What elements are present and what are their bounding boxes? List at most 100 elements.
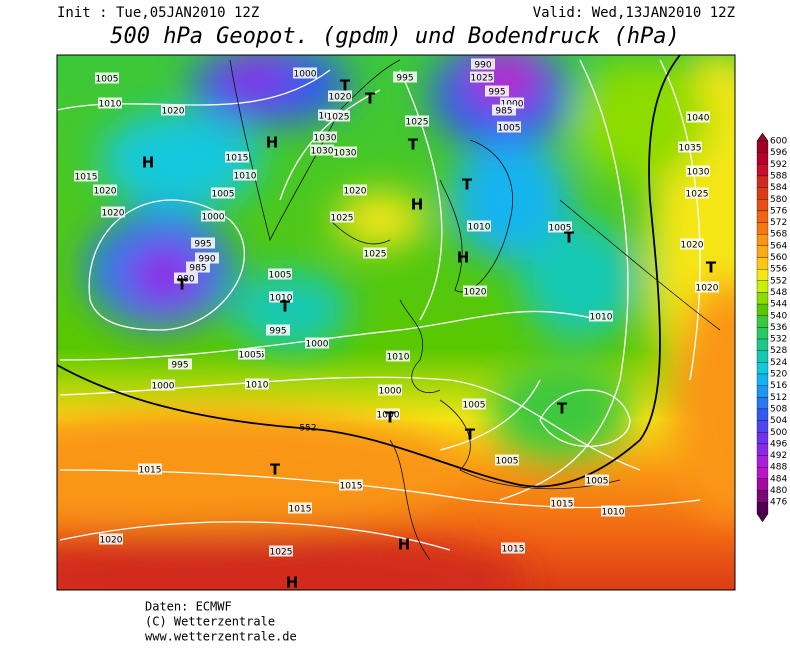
isobar-label-bg bbox=[191, 237, 215, 249]
isobar-label: 1025 bbox=[327, 113, 350, 123]
isobar-label-bg bbox=[95, 72, 119, 84]
pressure-center: T bbox=[408, 136, 419, 154]
isobar-label-bg bbox=[288, 502, 312, 514]
isobar-label: 1005 bbox=[549, 224, 572, 234]
colorbar-level: 496 bbox=[770, 439, 787, 449]
pressure-center: T bbox=[706, 259, 717, 277]
isobar-label: 1000 bbox=[379, 387, 402, 397]
colorbar-swatch bbox=[756, 397, 769, 410]
isobar-label: 1010 bbox=[99, 100, 122, 110]
website: www.wetterzentrale.de bbox=[145, 630, 297, 644]
isobar-label-bg bbox=[585, 474, 609, 486]
isobar-label: 1020 bbox=[464, 288, 487, 298]
isobar-label: 1020 bbox=[696, 284, 719, 294]
isobar-label: 1015 bbox=[226, 154, 249, 164]
isobar-label: 1020 bbox=[344, 187, 367, 197]
isobar-label-bg bbox=[201, 210, 225, 222]
colorbar-swatch bbox=[756, 187, 769, 200]
isobar-label: 1020 bbox=[162, 107, 185, 117]
colorbar-swatch bbox=[756, 385, 769, 398]
colorbar-swatch bbox=[756, 478, 769, 491]
colorbar-level: 568 bbox=[770, 230, 787, 240]
isobar-label: 980 bbox=[177, 275, 194, 285]
colorbar-level: 512 bbox=[770, 393, 787, 403]
isobar-label-bg bbox=[174, 272, 198, 284]
colorbar-swatch bbox=[756, 152, 769, 165]
colorbar-swatch bbox=[756, 362, 769, 375]
colorbar-level: 492 bbox=[770, 451, 787, 461]
pressure-center: T bbox=[270, 461, 281, 479]
colorbar-swatch bbox=[756, 420, 769, 433]
isobar-label: 1000 bbox=[152, 382, 175, 392]
isobar-label: 1015 bbox=[551, 500, 574, 510]
pressure-center: T bbox=[177, 276, 188, 294]
colorbar-level: 564 bbox=[770, 241, 787, 251]
isobar-label-bg bbox=[238, 348, 262, 360]
map-title: 500 hPa Geopot. (gpdm) und Bodendruck (h… bbox=[110, 24, 680, 49]
colorbar-level: 576 bbox=[770, 206, 787, 216]
isobar-label: 1000 bbox=[294, 70, 317, 80]
isobar-label-bg bbox=[266, 324, 290, 336]
colorbar-swatch bbox=[756, 315, 769, 328]
colorbar-swatch bbox=[756, 303, 769, 316]
isobar-label: 1015 bbox=[340, 482, 363, 492]
isobar-label: 1020 bbox=[100, 536, 123, 546]
pressure-center: T bbox=[365, 90, 376, 108]
isobar-label-bg bbox=[225, 151, 249, 163]
isobar-label: 1010 bbox=[246, 381, 269, 391]
isobar-label-bg bbox=[405, 115, 429, 127]
isobar-label-bg bbox=[463, 285, 487, 297]
colorbar-swatch bbox=[756, 292, 769, 305]
isobar-label-bg bbox=[293, 67, 317, 79]
isobar-label-bg bbox=[378, 384, 402, 396]
colorbar-level: 532 bbox=[770, 335, 787, 345]
colorbar-level: 524 bbox=[770, 358, 787, 368]
colorbar-level: 540 bbox=[770, 311, 787, 321]
colorbar-swatch bbox=[756, 443, 769, 456]
isobar-label-bg bbox=[589, 310, 613, 322]
isobar-label-bg bbox=[326, 110, 350, 122]
colorbar-level: 528 bbox=[770, 346, 787, 356]
isobar-label-bg bbox=[376, 408, 400, 420]
isobar-label: 1030 bbox=[334, 149, 357, 159]
isobar-label: 1005 bbox=[239, 351, 262, 361]
isobar-label: 1030 bbox=[314, 134, 337, 144]
isobar-label: 1010 bbox=[468, 223, 491, 233]
colorbar-level: 504 bbox=[770, 416, 787, 426]
isobar-label: 1010 bbox=[270, 294, 293, 304]
isobar-label-bg bbox=[268, 268, 292, 280]
pressure-center: H bbox=[411, 196, 424, 214]
isobar-label: 1025 bbox=[270, 548, 293, 558]
pressure-center: T bbox=[465, 426, 476, 444]
isobar-label-bg bbox=[495, 454, 519, 466]
isobar-label-bg bbox=[269, 291, 293, 303]
isobar-label-bg bbox=[98, 97, 122, 109]
isobar-label: 1030 bbox=[311, 147, 334, 157]
isobar-label-bg bbox=[471, 58, 495, 70]
colorbar-swatch bbox=[756, 432, 769, 445]
pressure-center: T bbox=[564, 229, 575, 247]
isobar-label: 990 bbox=[474, 61, 491, 71]
isobar-label-bg bbox=[269, 545, 293, 557]
colorbar-swatch bbox=[756, 210, 769, 223]
isobar-label: 1025 bbox=[686, 190, 709, 200]
colorbar-level: 588 bbox=[770, 171, 787, 181]
colorbar-swatch bbox=[756, 338, 769, 351]
colorbar-level: 480 bbox=[770, 486, 787, 496]
isobar-label: 1025 bbox=[364, 250, 387, 260]
colorbar-swatch bbox=[756, 222, 769, 235]
colorbar-swatch bbox=[756, 140, 769, 153]
isobar-label: 985 bbox=[495, 107, 512, 117]
isobar-label: 1010 bbox=[387, 353, 410, 363]
pressure-center: H bbox=[142, 154, 155, 172]
isobar-label: 990 bbox=[198, 255, 215, 265]
isobar-label-bg bbox=[195, 252, 219, 264]
colorbar-swatch bbox=[756, 327, 769, 340]
isobar-label-bg bbox=[363, 247, 387, 259]
isobar-label-bg bbox=[686, 165, 710, 177]
isobar-label-bg bbox=[485, 85, 509, 97]
isobar-label-bg bbox=[101, 206, 125, 218]
colorbar-level: 592 bbox=[770, 160, 787, 170]
